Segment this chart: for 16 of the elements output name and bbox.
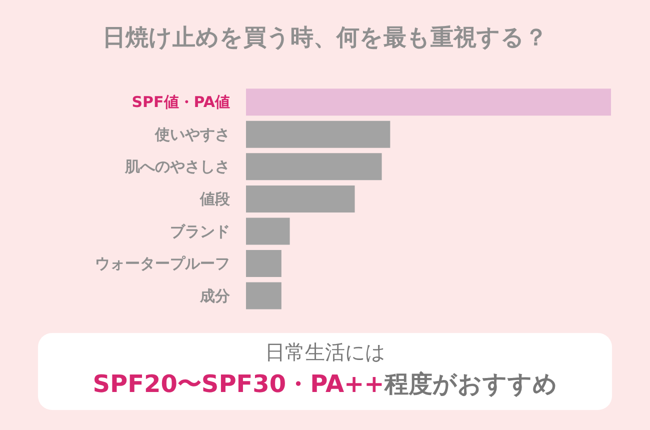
chart-title: 日焼け止めを買う時、何を最も重視する？ [102, 24, 548, 53]
bar [246, 120, 390, 148]
y-tick-label: 使いやすさ [154, 125, 230, 144]
bar [246, 88, 611, 116]
y-tick-label: 成分 [199, 286, 231, 305]
y-tick-label: ブランド [170, 222, 230, 240]
bar [246, 218, 290, 245]
bar [246, 185, 355, 212]
bar [246, 282, 282, 310]
y-tick-label: 肌へのやさしさ [124, 158, 230, 176]
bar [246, 153, 382, 180]
bar [246, 250, 282, 278]
y-tick-label: SPF値・PA値 [132, 93, 230, 112]
y-tick-label: 値段 [199, 190, 231, 208]
note-box: 日常生活には SPF20〜SPF30・PA++程度がおすすめ [38, 333, 612, 410]
y-tick-label: ウォータープルーフ [95, 254, 230, 273]
